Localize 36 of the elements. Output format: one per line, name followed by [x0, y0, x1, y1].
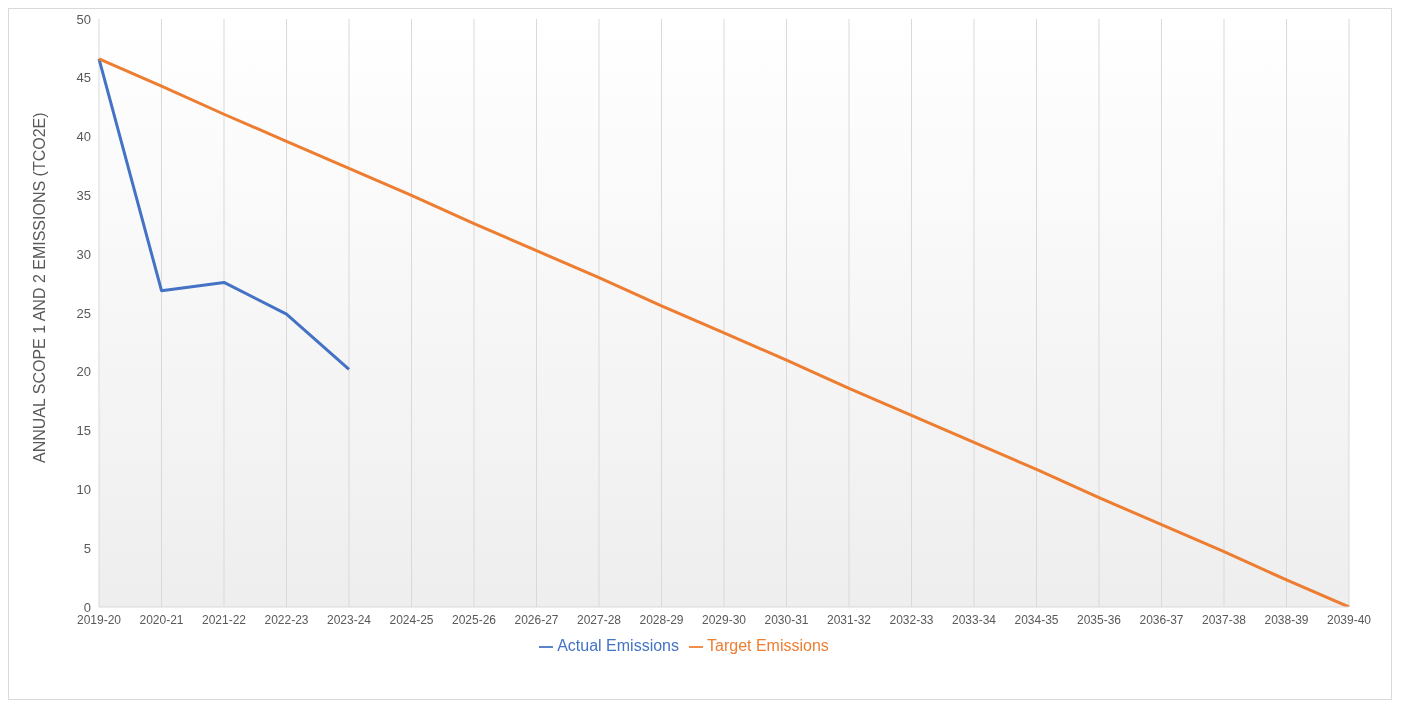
x-tick-label: 2020-21 — [139, 612, 184, 627]
x-tick-label: 2025-26 — [451, 612, 497, 627]
x-tick-label: 2022-23 — [264, 612, 309, 627]
x-tick-label: 2035-36 — [1076, 612, 1122, 627]
x-tick-label: 2039-40 — [1326, 612, 1372, 627]
x-tick-label: 2019-20 — [76, 612, 122, 627]
y-tick-label: 50 — [76, 11, 91, 27]
x-tick-label: 2028-29 — [639, 612, 684, 627]
x-tick-label: 2023-24 — [326, 612, 372, 627]
x-tick-label: 2038-39 — [1264, 612, 1309, 627]
x-tick-label: 2024-25 — [389, 612, 434, 627]
x-tick-label: 2029-30 — [701, 612, 747, 627]
y-tick-label: 20 — [76, 364, 91, 380]
y-tick-label: 25 — [76, 305, 91, 321]
legend-label: Actual Emissions — [557, 637, 679, 654]
x-tick-label: 2036-37 — [1139, 612, 1184, 627]
x-tick-label: 2026-27 — [514, 612, 559, 627]
y-axis-title: ANNUAL SCOPE 1 AND 2 EMISSIONS (TCO2E) — [30, 112, 48, 463]
y-tick-label: 45 — [76, 70, 91, 86]
legend-label: Target Emissions — [707, 637, 829, 654]
x-tick-label: 2037-38 — [1201, 612, 1247, 627]
x-tick-label: 2034-35 — [1014, 612, 1059, 627]
x-tick-label: 2033-34 — [951, 612, 997, 627]
x-tick-label: 2027-28 — [576, 612, 622, 627]
y-tick-label: 15 — [76, 423, 91, 439]
y-tick-label: 5 — [83, 540, 91, 556]
y-tick-label: 0 — [83, 599, 91, 615]
y-tick-label: 40 — [76, 129, 91, 145]
x-tick-label: 2030-31 — [764, 612, 809, 627]
y-tick-label: 10 — [76, 482, 91, 498]
y-tick-label: 35 — [76, 188, 91, 204]
x-tick-label: 2021-22 — [201, 612, 247, 627]
y-tick-label: 30 — [76, 246, 91, 262]
x-tick-label: 2031-32 — [826, 612, 872, 627]
x-tick-label: 2032-33 — [889, 612, 934, 627]
line-series — [97, 57, 351, 371]
